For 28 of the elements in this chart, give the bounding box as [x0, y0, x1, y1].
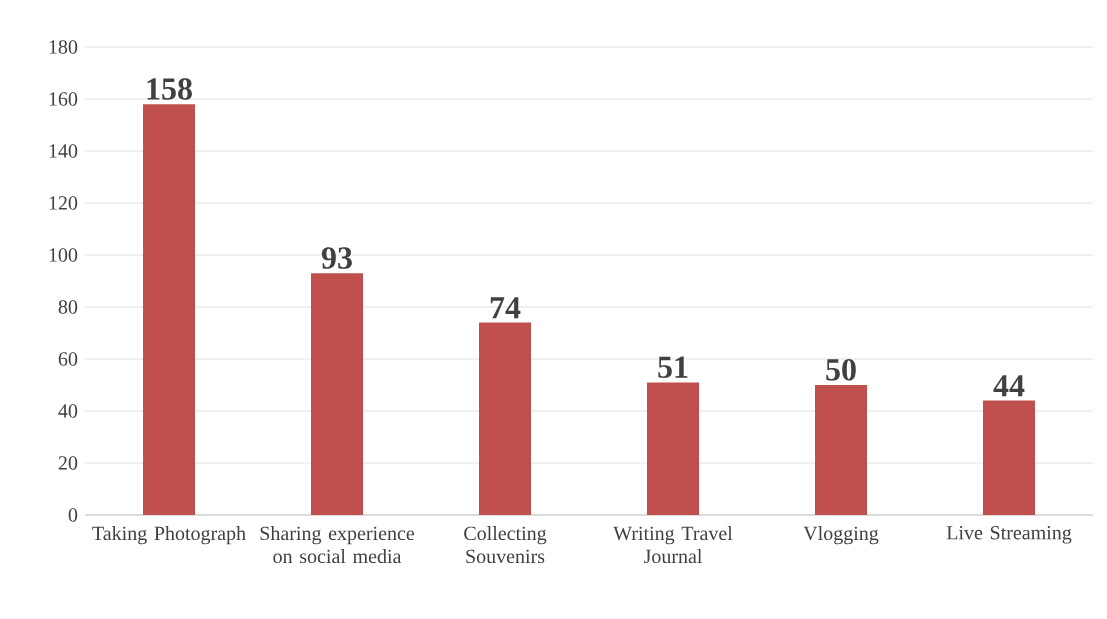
bar: [983, 400, 1035, 515]
data-label: 93: [321, 247, 352, 269]
y-tick-label: 0: [68, 508, 78, 522]
y-tick-label: 80: [58, 300, 78, 314]
x-tick-label: Vlogging: [803, 526, 879, 545]
y-tick-label: 40: [58, 404, 78, 418]
y-tick-label: 160: [49, 92, 78, 106]
bar: [479, 322, 532, 515]
bar: [647, 382, 699, 515]
x-tick-label: Sharing experience on social media: [260, 526, 415, 564]
x-tick-label: Collecting Souvenirs: [464, 526, 547, 564]
data-label: 158: [147, 78, 192, 100]
y-tick-label: 20: [58, 456, 78, 470]
data-label: 44: [993, 375, 1025, 397]
bar: [311, 273, 364, 515]
x-tick-label: Live Streaming: [946, 526, 1072, 544]
y-tick-label: 180: [49, 40, 78, 54]
bar: [815, 384, 867, 515]
data-label: 50: [826, 359, 856, 381]
data-label: 74: [490, 297, 521, 319]
y-tick-label: 120: [49, 196, 78, 210]
y-tick-label: 100: [49, 248, 78, 262]
bar: [143, 104, 196, 515]
x-tick-label: Taking Photograph: [92, 526, 246, 545]
data-label: 51: [658, 356, 688, 378]
y-tick-label: 140: [49, 144, 78, 158]
x-tick-label: Writing Travel Journal: [613, 526, 733, 564]
y-tick-label: 60: [58, 352, 78, 366]
